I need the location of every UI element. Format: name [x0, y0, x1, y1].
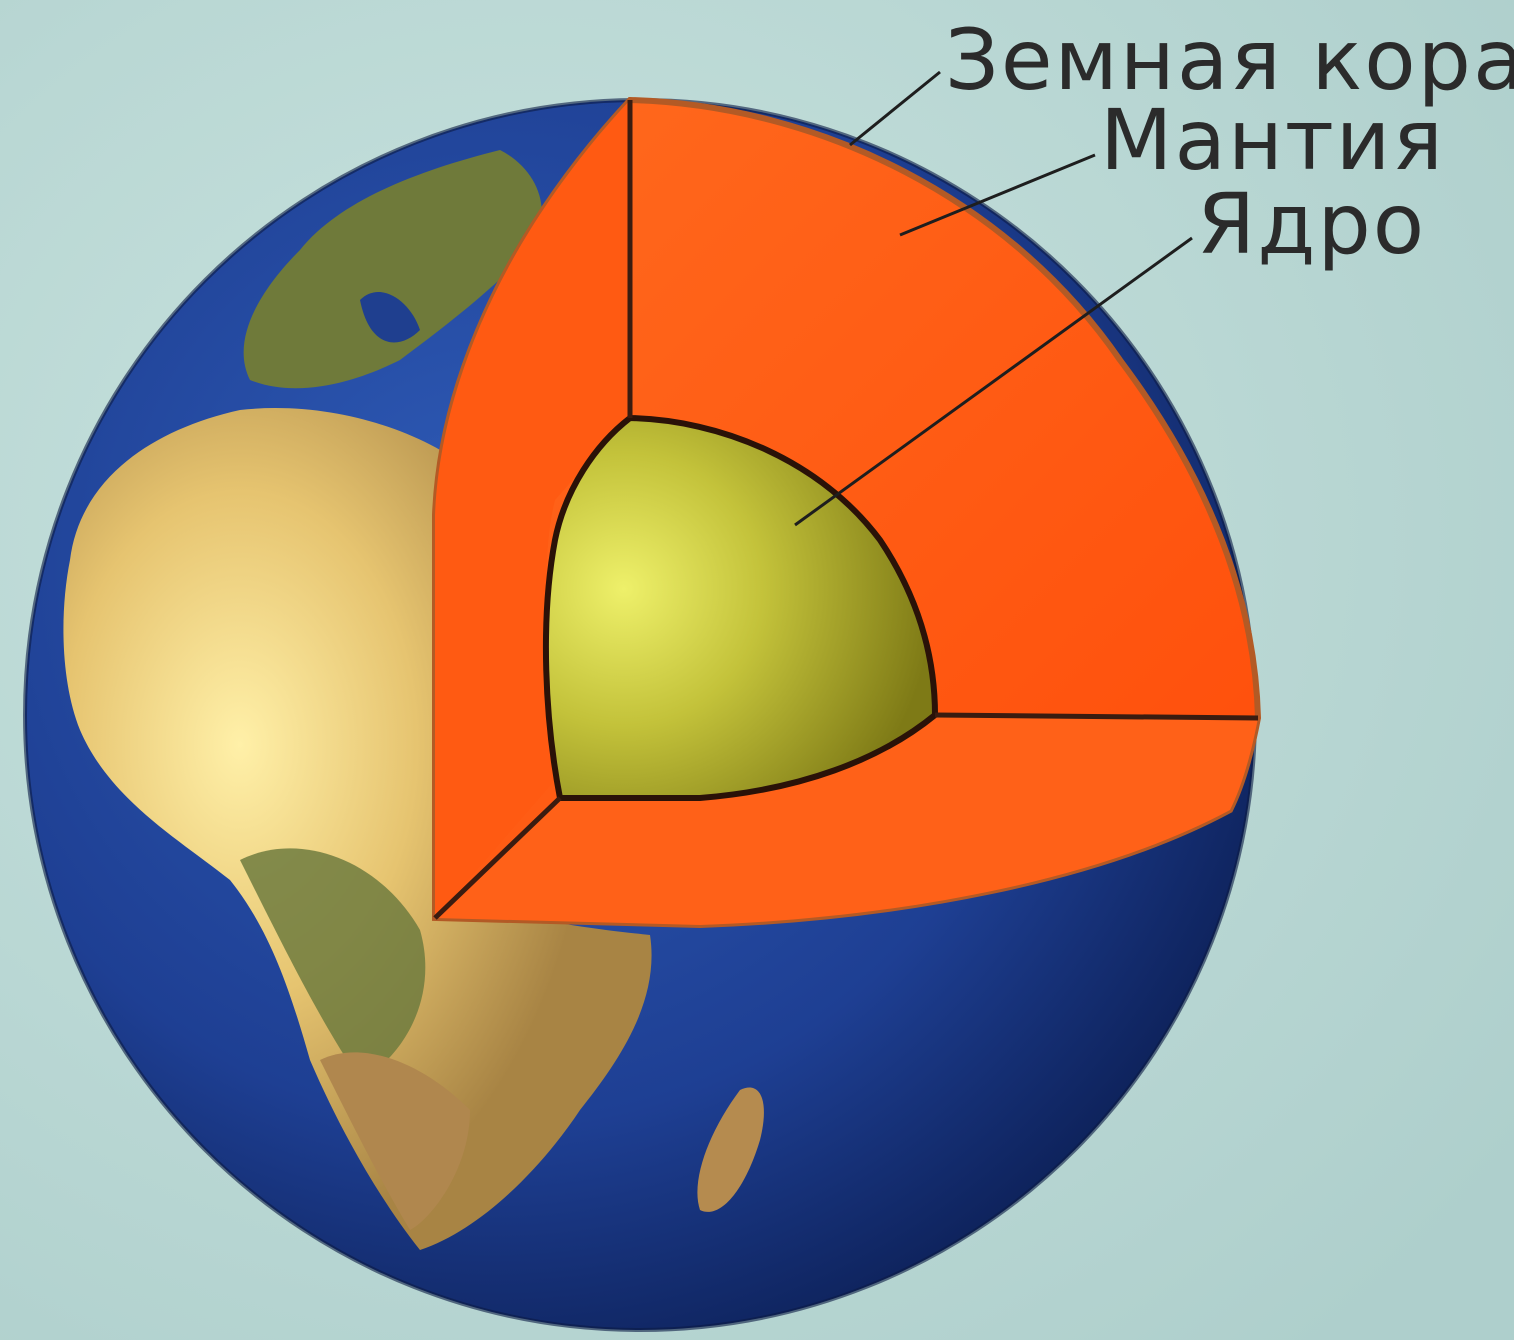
- crust-label: Земная кора: [945, 11, 1514, 109]
- mantle-left-face: [435, 100, 630, 918]
- inland-sea: [360, 291, 420, 343]
- central-africa-vegetation: [240, 848, 426, 1080]
- cut-edges: [433, 100, 1259, 920]
- mantle-label: Мантия: [1100, 91, 1445, 189]
- madagascar: [697, 1087, 764, 1212]
- horizontal-cut-edge: [934, 712, 1259, 721]
- leader-lines: [794, 70, 1193, 527]
- europe-landmass: [243, 150, 542, 389]
- mantle-leader-line: [899, 153, 1096, 237]
- mantle-bottom-face: [435, 715, 1258, 925]
- core-label: Ядро: [1197, 175, 1427, 273]
- southern-africa: [320, 1052, 470, 1230]
- africa-landmass: [63, 408, 652, 1250]
- core-cutaway: [542, 414, 939, 801]
- diagonal-cut-edge: [433, 796, 562, 920]
- crust-leader-line: [849, 70, 941, 147]
- core-leader-line: [794, 236, 1193, 527]
